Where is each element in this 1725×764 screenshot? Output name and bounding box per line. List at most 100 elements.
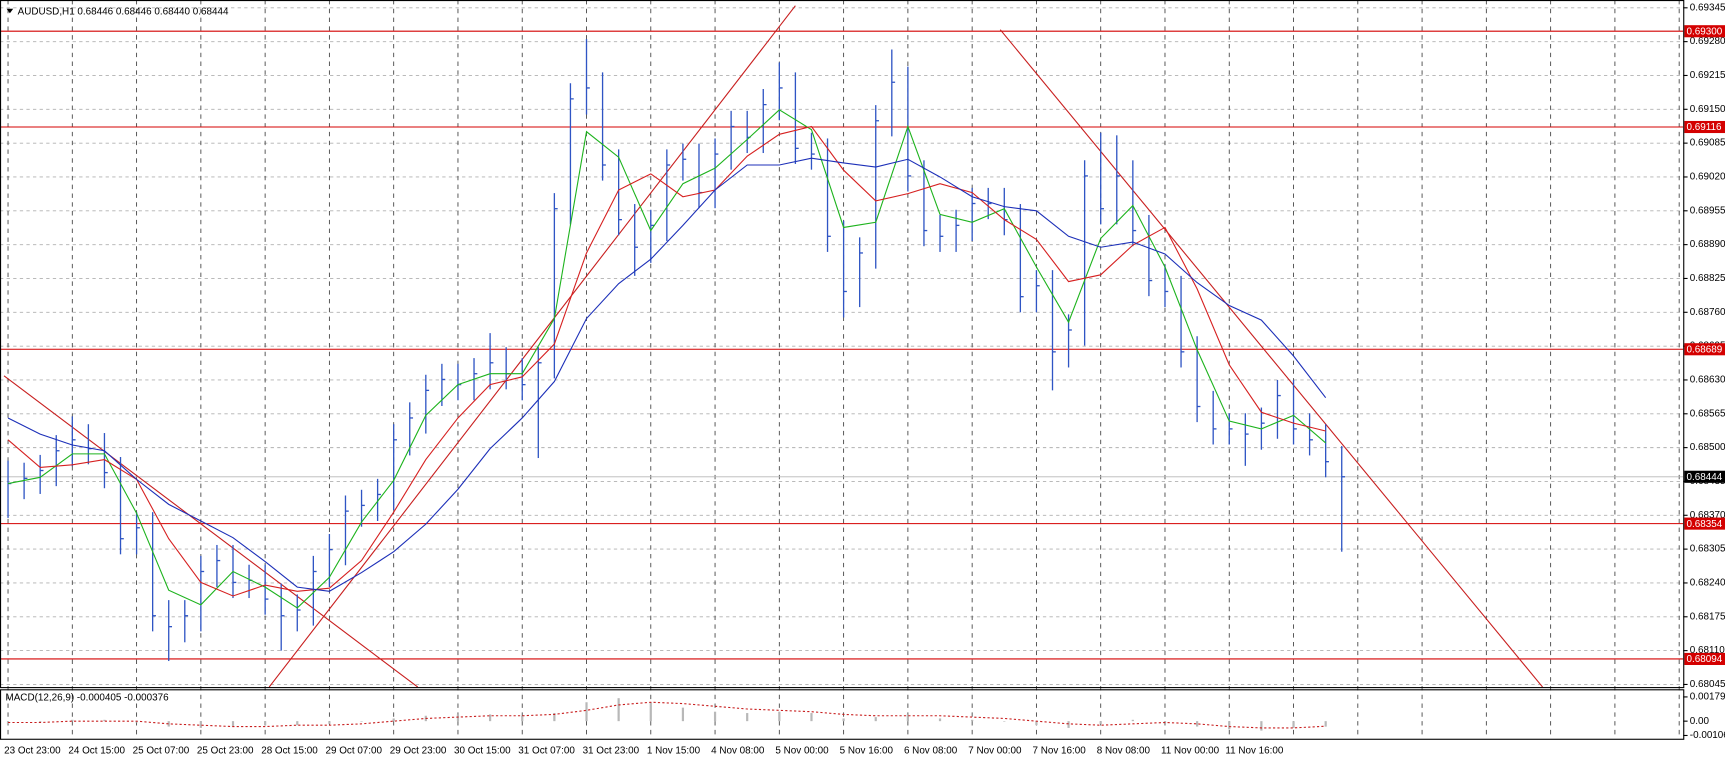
macd-bar [1067, 721, 1070, 728]
y-tick-label: 0.69345 [1690, 2, 1725, 13]
level-label: 0.69116 [1686, 122, 1721, 133]
x-tick-label: 28 Oct 15:00 [261, 745, 318, 756]
macd-bar [39, 721, 42, 723]
grid [0, 0, 1684, 739]
x-tick-label: 29 Oct 23:00 [390, 745, 447, 756]
macd-bar [296, 721, 299, 726]
x-tick-label: 5 Nov 00:00 [775, 745, 829, 756]
x-tick-label: 8 Nov 08:00 [1097, 745, 1151, 756]
macd-title: MACD(12,26,9) -0.000405 -0.000376 [6, 693, 170, 704]
y-tick-label: 0.00 [1690, 716, 1710, 727]
macd-bar [360, 721, 363, 722]
macd-bar [906, 714, 909, 722]
macd-bar [746, 713, 749, 722]
y-tick-label: 0.68825 [1690, 273, 1725, 284]
level-label: 0.68689 [1686, 344, 1722, 355]
level-label: 0.69300 [1686, 26, 1722, 37]
x-tick-label: 25 Oct 23:00 [197, 745, 254, 756]
price-panel [0, 5, 1684, 688]
moving-average [7, 157, 1327, 592]
macd-bar [488, 714, 492, 722]
macd-bar [1035, 721, 1038, 726]
x-tick-label: 25 Oct 07:00 [133, 745, 190, 756]
chart-title: AUDUSD,H1 0.68446 0.68446 0.68440 0.6844… [18, 7, 229, 18]
macd-bar [1003, 721, 1006, 722]
x-tick-label: 7 Nov 00:00 [968, 745, 1022, 756]
y-tick-label: 0.69085 [1690, 138, 1725, 149]
x-tick-label: 6 Nov 08:00 [904, 745, 958, 756]
level-label-box [1684, 517, 1725, 530]
y-tick-label: 0.001793 [1690, 692, 1725, 703]
x-tick-label: 11 Nov 00:00 [1161, 745, 1220, 756]
y-tick-label: 0.68110 [1690, 645, 1725, 656]
y-tick-label: 0.68955 [1690, 205, 1725, 216]
macd-bar [874, 717, 877, 722]
y-tick-label: 0.68175 [1690, 611, 1725, 622]
y-tick-label: 0.68565 [1690, 408, 1725, 419]
x-tick-label: 30 Oct 15:00 [454, 745, 511, 756]
macd-bar [1292, 721, 1295, 728]
level-label-box [1684, 652, 1725, 665]
x-tick-label: 31 Oct 07:00 [518, 745, 575, 756]
x-tick-label: 5 Nov 16:00 [840, 745, 894, 756]
y-tick-label: 0.68760 [1690, 307, 1725, 318]
y-tick-label: 0.69280 [1690, 36, 1725, 47]
x-tick-label: 24 Oct 15:00 [68, 745, 125, 756]
y-tick-label: -0.00106 [1690, 730, 1725, 741]
macd-bar [778, 711, 781, 722]
x-tick-label: 11 Nov 16:00 [1225, 745, 1284, 756]
macd-bar [199, 721, 202, 728]
x-tick-label: 7 Nov 16:00 [1032, 745, 1086, 756]
y-tick-label: 0.68630 [1690, 375, 1725, 386]
macd-bar [649, 702, 652, 722]
level-label-box [1684, 343, 1725, 356]
macd-frame [0, 689, 1685, 740]
x-tick-label: 4 Nov 08:00 [711, 745, 765, 756]
macd-bar [264, 721, 267, 726]
x-tick-label: 31 Oct 23:00 [583, 745, 640, 756]
y-tick-label: 0.69215 [1690, 70, 1725, 81]
trend-line [3, 375, 419, 688]
x-tick-label: 1 Nov 15:00 [647, 745, 701, 756]
macd-bar [553, 713, 556, 722]
macd-bar [938, 718, 942, 722]
macd-panel [6, 698, 1327, 731]
macd-bar [71, 719, 74, 722]
macd-bar [1196, 721, 1199, 727]
macd-bar [135, 721, 138, 723]
level-label-box [1684, 25, 1725, 38]
macd-bar [521, 715, 524, 722]
macd-bar [842, 718, 845, 722]
menu-arrow[interactable] [6, 8, 14, 14]
trend-line [999, 29, 1544, 688]
macd-bar [328, 721, 331, 724]
x-tick-label: 23 Oct 23:00 [4, 745, 61, 756]
macd-signal [8, 701, 1326, 729]
trend-line [268, 5, 796, 688]
macd-bar [1228, 721, 1231, 730]
macd-bar [1260, 721, 1263, 731]
y-tick-label: 0.68500 [1690, 442, 1725, 453]
level-label: 0.68094 [1686, 654, 1722, 665]
macd-bar [585, 702, 588, 722]
moving-average [7, 125, 1326, 597]
macd-bar [167, 721, 170, 727]
level-label: 0.68354 [1686, 519, 1722, 530]
price-frame [0, 0, 1685, 689]
macd-bar [1324, 721, 1327, 727]
y-tick-label: 0.68890 [1690, 239, 1725, 250]
current-price-label: 0.68444 [1686, 472, 1722, 483]
y-tick-label: 0.68305 [1690, 544, 1725, 555]
y-tick-label: 0.69020 [1690, 172, 1725, 183]
y-tick-label: 0.68240 [1690, 578, 1725, 589]
level-label-box [1684, 120, 1725, 134]
current-price-box [1684, 470, 1725, 483]
y-tick-label: 0.68045 [1690, 679, 1725, 690]
y-tick-label: 0.68370 [1690, 510, 1725, 521]
macd-bar [103, 719, 106, 722]
macd-bar [1131, 719, 1134, 722]
